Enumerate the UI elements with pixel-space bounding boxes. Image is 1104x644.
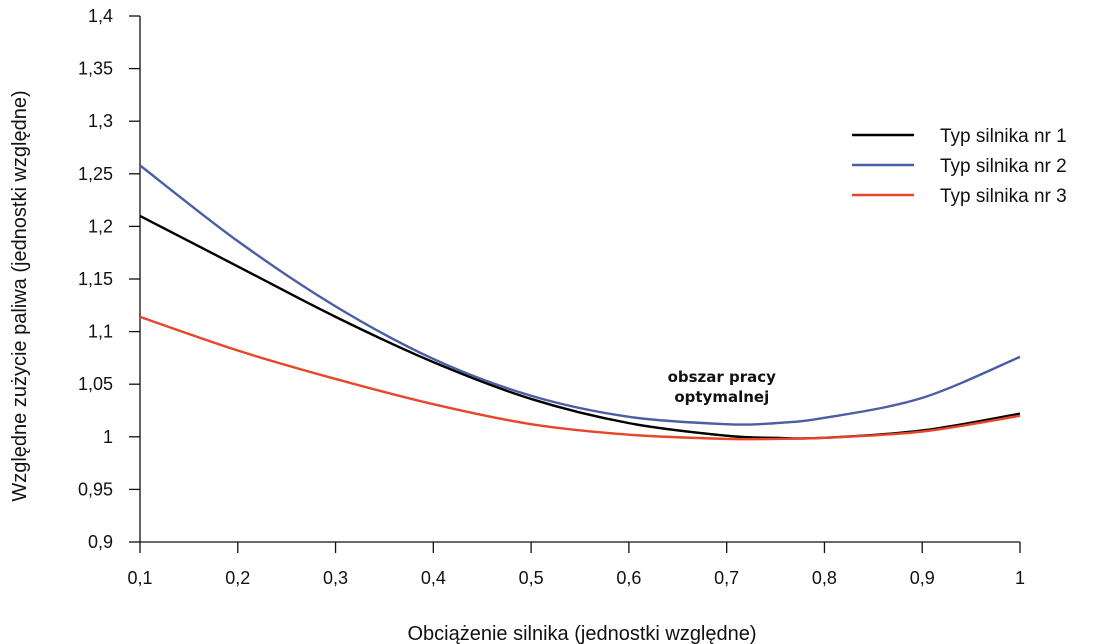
series-line-1 — [139, 214, 1021, 440]
x-tick-label: 0,5 — [519, 568, 544, 588]
y-tick-label: 1,1 — [88, 322, 113, 342]
x-tick-label: 0,9 — [910, 568, 935, 588]
series-line-2 — [139, 164, 1021, 426]
y-tick-label: 1,4 — [88, 6, 113, 26]
x-tick-label: 1 — [1015, 568, 1025, 588]
x-tick-label: 0,4 — [421, 568, 446, 588]
x-axis-title: Obciążenie silnika (jednostki względne) — [407, 623, 756, 644]
y-tick-label: 1,35 — [78, 59, 113, 79]
y-tick-label: 1,25 — [78, 164, 113, 184]
y-axis-ticks: 0,9 0,95 1 1,05 1,1 1,15 1,2 1,25 1,3 1,35 1,4 — [78, 6, 140, 552]
y-tick-label: 1 — [103, 427, 113, 447]
axes: 0,9 0,95 1 1,05 1,1 1,15 1,2 1,25 1,3 1,35 1,4 0,1… — [78, 6, 1025, 588]
y-tick-label: 1,15 — [78, 269, 113, 289]
annotation-optimal-region: optymalnej — [674, 388, 769, 406]
y-axis-title: Względne zużycie paliwa (jednostki wzglę… — [9, 90, 31, 501]
series-lines — [139, 164, 1021, 441]
legend-label-1: Typ silnika nr 1 — [940, 126, 1067, 147]
x-tick-label: 0,1 — [127, 568, 152, 588]
y-tick-label: 1,2 — [88, 216, 113, 236]
y-tick-label: 0,9 — [88, 532, 113, 552]
annotations: obszar pracy optymalnej — [668, 368, 777, 406]
legend-label-2: Typ silnika nr 2 — [940, 156, 1067, 177]
annotation-optimal-region: obszar pracy — [668, 368, 777, 386]
series-line-3 — [139, 315, 1021, 441]
y-tick-label: 1,3 — [88, 111, 113, 131]
y-tick-label: 1,05 — [78, 374, 113, 394]
x-tick-label: 0,6 — [616, 568, 641, 588]
x-tick-label: 0,2 — [225, 568, 250, 588]
x-tick-label: 0,3 — [323, 568, 348, 588]
x-tick-label: 0,8 — [812, 568, 837, 588]
legend: Typ silnika nr 1 Typ silnika nr 2 Typ siln… — [852, 126, 1067, 207]
y-tick-label: 0,95 — [78, 479, 113, 499]
x-tick-label: 0,7 — [714, 568, 739, 588]
legend-label-3: Typ silnika nr 3 — [940, 186, 1067, 207]
x-axis-ticks: 0,1 0,2 0,3 0,4 0,5 0,6 0,7 0,8 0,9 1 — [127, 542, 1025, 588]
